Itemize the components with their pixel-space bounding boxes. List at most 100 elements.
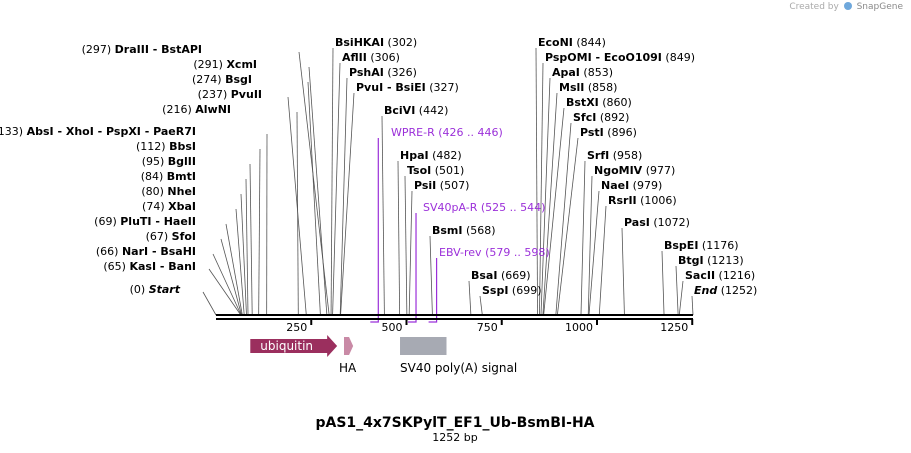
site-label-11: (69) PluTI - HaeII bbox=[94, 215, 196, 228]
axis-tick-label: 500 bbox=[381, 321, 402, 334]
site-line bbox=[479, 295, 483, 316]
site-name: EcoNI bbox=[538, 36, 573, 49]
site-name: NheI bbox=[167, 185, 196, 198]
site-name: NgoMIV bbox=[594, 164, 643, 177]
site-name: MslI bbox=[559, 81, 584, 94]
site-position: (979) bbox=[629, 179, 662, 192]
axis-tick-label: 250 bbox=[286, 321, 307, 334]
site-position: (0) bbox=[130, 283, 149, 296]
site-line bbox=[298, 51, 330, 316]
site-label-10: (74) XbaI bbox=[142, 200, 196, 213]
site-label-13: (66) NarI - BsaHI bbox=[96, 245, 196, 258]
site-line bbox=[468, 280, 472, 316]
site-position: (699) bbox=[508, 284, 541, 297]
credit-brand: SnapGene bbox=[856, 2, 903, 12]
site-line bbox=[240, 193, 247, 316]
site-label-41: PasI (1072) bbox=[624, 216, 690, 229]
site-line bbox=[539, 62, 544, 316]
primer-name: EBV-rev bbox=[439, 246, 482, 259]
site-position: (892) bbox=[596, 111, 629, 124]
site-name: AbsI - XhoI - PspXI - PaeR7I bbox=[27, 125, 196, 138]
site-line bbox=[202, 291, 217, 316]
primer-label-21: WPRE-R (426 .. 446) bbox=[391, 126, 503, 139]
site-line bbox=[540, 77, 551, 316]
site-line bbox=[429, 235, 433, 316]
site-position: (65) bbox=[103, 260, 129, 273]
site-label-2: (274) BsgI bbox=[192, 73, 252, 86]
site-label-38: NgoMIV (977) bbox=[594, 164, 675, 177]
site-line bbox=[408, 190, 413, 316]
feature-label-0: ubiquitin bbox=[260, 339, 313, 353]
credit: Created by SnapGene bbox=[789, 2, 903, 12]
site-line bbox=[208, 268, 242, 316]
site-position: (858) bbox=[584, 81, 617, 94]
site-position: (216) bbox=[162, 103, 195, 116]
site-name: PstI bbox=[580, 126, 604, 139]
site-name: BsaI bbox=[471, 269, 497, 282]
site-position: (1216) bbox=[715, 269, 755, 282]
axis-tick-label: 750 bbox=[477, 321, 498, 334]
site-label-9: (80) NheI bbox=[141, 185, 196, 198]
site-position: (274) bbox=[192, 73, 225, 86]
site-position: (297) bbox=[82, 43, 115, 56]
site-line bbox=[332, 62, 341, 316]
site-label-4: (216) AlwNI bbox=[162, 103, 231, 116]
site-name: SrfI bbox=[587, 149, 609, 162]
site-name: PluTI - HaeII bbox=[120, 215, 196, 228]
site-position: (74) bbox=[142, 200, 168, 213]
site-line bbox=[296, 111, 299, 316]
site-position: (326) bbox=[384, 66, 417, 79]
site-name: XcmI bbox=[226, 58, 257, 71]
site-name: PsiI bbox=[414, 179, 436, 192]
site-lines bbox=[202, 47, 694, 323]
site-name: PspOMI - EcoO109I bbox=[545, 51, 662, 64]
site-position: (844) bbox=[573, 36, 606, 49]
site-label-26: BsmI (568) bbox=[432, 224, 496, 237]
site-line bbox=[249, 163, 253, 316]
site-label-33: MslI (858) bbox=[559, 81, 617, 94]
site-label-22: HpaI (482) bbox=[400, 149, 462, 162]
site-name: PshAI bbox=[349, 66, 384, 79]
site-name: PvuI - BsiEI bbox=[356, 81, 426, 94]
snapgene-logo-icon bbox=[843, 2, 852, 10]
site-name: BsiHKAI bbox=[335, 36, 384, 49]
site-line bbox=[258, 148, 261, 316]
site-name: TsoI bbox=[407, 164, 431, 177]
site-label-42: BspEI (1176) bbox=[664, 239, 739, 252]
site-line bbox=[339, 77, 348, 316]
site-name: End bbox=[694, 284, 717, 297]
site-labels: (297) DraIII - BstAPI(291) XcmI(274) Bsg… bbox=[0, 36, 757, 297]
site-name: BtgI bbox=[678, 254, 704, 267]
site-name: AlwNI bbox=[195, 103, 231, 116]
feature-sv40-box bbox=[400, 337, 447, 355]
features: ubiquitin HA SV40 poly(A) signal bbox=[250, 335, 517, 375]
site-name: DraIII - BstAPI bbox=[115, 43, 202, 56]
site-name: BsgI bbox=[225, 73, 252, 86]
site-label-40: RsrII (1006) bbox=[608, 194, 677, 207]
site-label-16: BsiHKAI (302) bbox=[335, 36, 417, 49]
site-position: (302) bbox=[384, 36, 417, 49]
site-line bbox=[598, 205, 607, 316]
site-label-23: TsoI (501) bbox=[407, 164, 464, 177]
site-name: SacII bbox=[685, 269, 715, 282]
primer-bracket bbox=[370, 138, 379, 323]
site-label-8: (84) BmtI bbox=[141, 170, 196, 183]
primer-name: SV40pA-R bbox=[423, 201, 478, 214]
feature-label-1: HA bbox=[339, 361, 357, 375]
primer-label-25: SV40pA-R (525 .. 544) bbox=[423, 201, 545, 214]
site-name: Start bbox=[149, 283, 181, 296]
backbone bbox=[216, 314, 693, 320]
primer-range: (525 .. 544) bbox=[477, 201, 545, 214]
site-line bbox=[675, 265, 679, 316]
site-label-37: SrfI (958) bbox=[587, 149, 642, 162]
site-line bbox=[661, 250, 665, 316]
site-name: BglII bbox=[168, 155, 196, 168]
site-name: BmtI bbox=[167, 170, 196, 183]
site-label-45: End (1252) bbox=[694, 284, 757, 297]
site-label-15: (0) Start bbox=[130, 283, 181, 296]
site-label-44: SacII (1216) bbox=[685, 269, 755, 282]
primer-range: (426 .. 446) bbox=[435, 126, 503, 139]
primer-range: (579 .. 598) bbox=[482, 246, 550, 259]
site-name: SspI bbox=[482, 284, 508, 297]
